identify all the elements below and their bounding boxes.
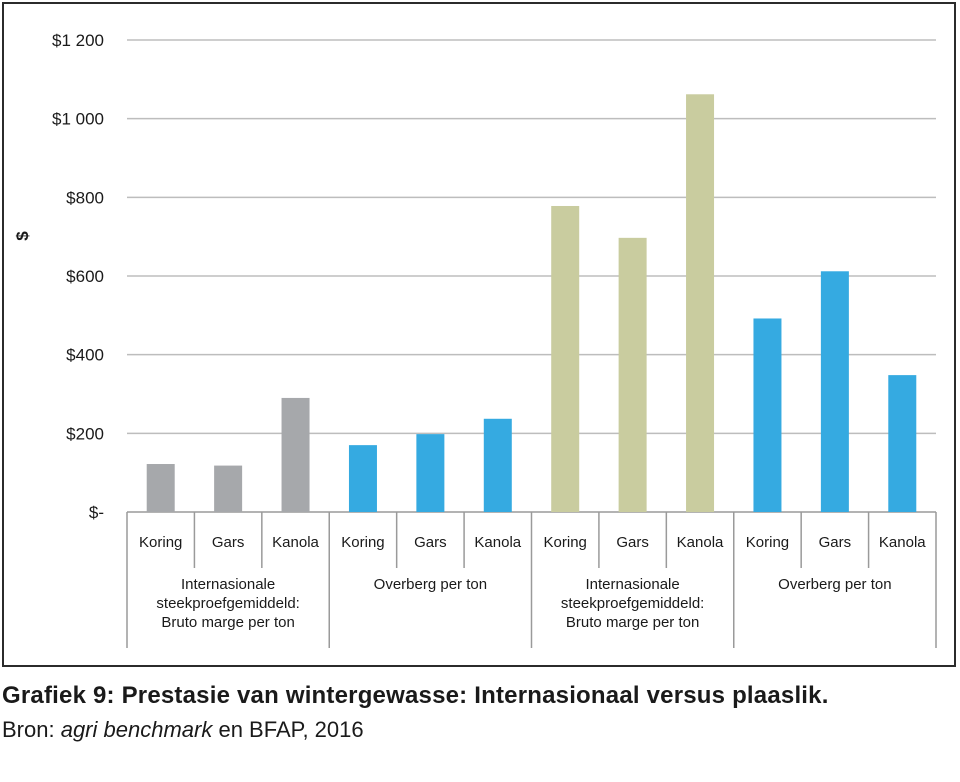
y-tick-label: $400 [66,346,104,365]
group-label: Overberg per ton [778,576,891,593]
category-label: Gars [616,534,649,551]
chart-frame: $- $200 $400 $600 $800 $1 000 $1 200 $ Koring Gar… [2,2,956,667]
bar [888,375,917,512]
category-label: Koring [139,534,182,551]
bar [618,237,647,512]
group-label: Bruto marge per ton [566,614,699,631]
bar [551,205,580,512]
category-label: Koring [544,534,587,551]
category-label: Koring [341,534,384,551]
bar [348,445,377,512]
y-tick-label: $800 [66,188,104,207]
y-tick-label: $- [89,503,104,522]
group-label: Bruto marge per ton [161,614,294,631]
category-label: Kanola [677,534,724,551]
bar [820,271,849,512]
y-tick-label: $1 000 [52,110,104,129]
figure-source: Bron: agri benchmark en BFAP, 2016 [2,717,364,743]
group-label: Internasionale [181,576,275,593]
bar [214,465,243,512]
category-label: Kanola [474,534,521,551]
y-tick-label: $1 200 [52,31,104,50]
bar [753,318,782,512]
source-italic: agri benchmark [60,717,213,742]
bar-chart: $- $200 $400 $600 $800 $1 000 $1 200 $ Koring Gar… [13,31,937,648]
group-label: Overberg per ton [374,576,487,593]
y-tick-label: $200 [66,424,104,443]
group-label: Internasionale [586,576,680,593]
bar [483,418,512,512]
category-label: Gars [414,534,447,551]
source-prefix: Bron: [2,717,61,742]
y-axis-label: $ [13,231,32,241]
category-label: Kanola [272,534,319,551]
bar [686,94,715,512]
bar [146,464,175,512]
y-tick-label: $600 [66,267,104,286]
category-label: Gars [212,534,245,551]
source-suffix: en BFAP, 2016 [212,717,364,742]
bar [281,397,310,512]
category-label: Gars [819,534,852,551]
category-label: Kanola [879,534,926,551]
group-label: steekproefgemiddeld: [156,595,299,612]
figure-caption: Grafiek 9: Prestasie van wintergewasse: … [2,682,829,709]
bar [416,434,445,512]
group-label: steekproefgemiddeld: [561,595,704,612]
category-label: Koring [746,534,789,551]
